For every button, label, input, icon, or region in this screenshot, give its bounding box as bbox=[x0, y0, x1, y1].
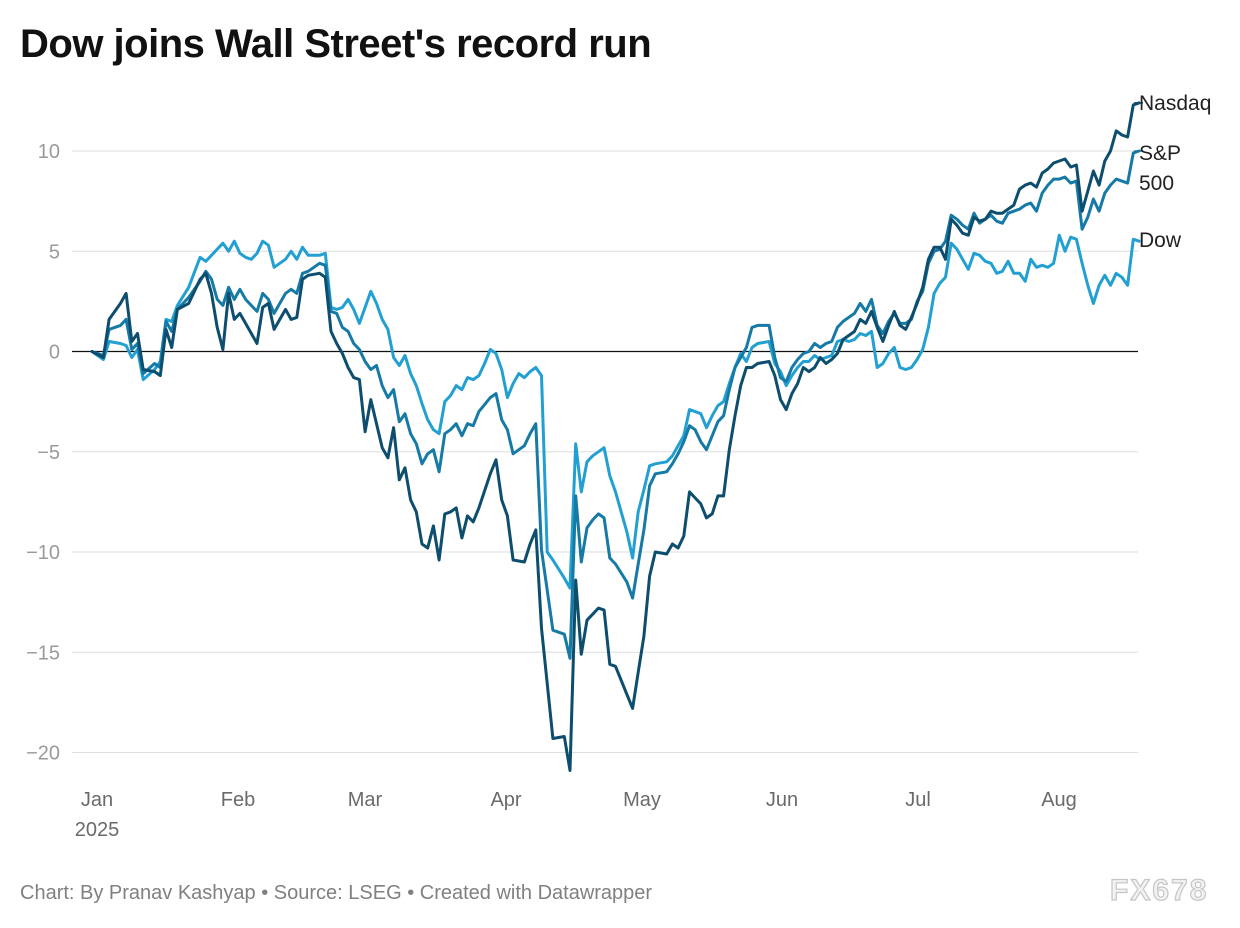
x-tick-label: Apr bbox=[490, 789, 521, 811]
y-tick-label: −10 bbox=[26, 542, 60, 564]
series-labels: Nasdaq S&P 500 Dow bbox=[1132, 92, 1211, 252]
series-label: S&P bbox=[1139, 142, 1181, 165]
y-tick-label: 5 bbox=[49, 241, 60, 263]
series-lines bbox=[92, 103, 1139, 771]
y-tick-label: −20 bbox=[26, 743, 60, 765]
x-tick-label: May bbox=[623, 789, 661, 811]
x-tick-label: Jan bbox=[81, 789, 113, 811]
series-label: 500 bbox=[1139, 172, 1174, 195]
x-tick-label: Jul bbox=[905, 789, 931, 811]
y-tick-label: −5 bbox=[37, 442, 60, 464]
chart-footer: Chart: By Pranav Kashyap • Source: LSEG … bbox=[20, 882, 652, 905]
x-tick-label: Jun bbox=[766, 789, 798, 811]
series-line-dow bbox=[92, 235, 1139, 588]
line-chart: 10 5 0 −5 −10 −15 −20 Jan Feb Mar Apr May Jun Jul Aug… bbox=[0, 0, 1240, 870]
y-axis: 10 5 0 −5 −10 −15 −20 bbox=[26, 141, 60, 765]
x-tick-year: 2025 bbox=[75, 819, 120, 841]
y-tick-label: 0 bbox=[49, 342, 60, 364]
series-label: Nasdaq bbox=[1139, 92, 1211, 115]
x-tick-label: Feb bbox=[221, 789, 255, 811]
series-line-s-p-500 bbox=[92, 151, 1139, 658]
watermark-logo: FX678 bbox=[1110, 874, 1208, 908]
y-tick-label: −15 bbox=[26, 642, 60, 664]
series-line-nasdaq bbox=[92, 103, 1139, 771]
x-tick-label: Aug bbox=[1041, 789, 1077, 811]
x-axis: Jan Feb Mar Apr May Jun Jul Aug 2025 bbox=[75, 789, 1077, 841]
series-label: Dow bbox=[1139, 229, 1182, 252]
x-tick-label: Mar bbox=[348, 789, 383, 811]
y-tick-label: 10 bbox=[38, 141, 60, 163]
